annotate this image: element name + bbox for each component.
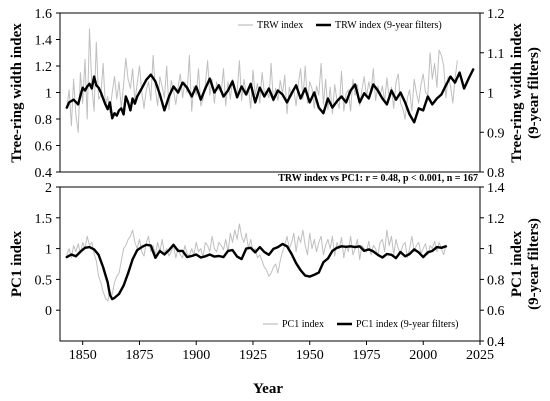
top-right-axis-label-line2: (9-year filters) [526, 47, 542, 139]
bottom-left-tick-label: 0.5 [35, 273, 53, 288]
bottom-legend-raw-label: PC1 index [282, 319, 324, 330]
bottom-right-tick-label: 0.4 [487, 335, 505, 350]
bottom-raw-index-line [66, 223, 447, 302]
top-left-tick-label: 0.8 [35, 113, 53, 128]
top-left-tick-label: 1.6 [35, 7, 53, 22]
bottom-x-tick-label: 1850 [69, 348, 97, 363]
bottom-filtered-index-line [65, 242, 448, 301]
bottom-left-tick-label: 1 [45, 243, 52, 258]
bottom-left-axis-label: PC1 index [9, 230, 25, 297]
bottom-right-tick-label: 1 [487, 243, 494, 258]
top-left-tick-label: 1.2 [35, 60, 53, 75]
bottom-right-axis-label-line1: PC1 index [509, 230, 525, 297]
bottom-legend-filtered-label: PC1 index (9-year filters) [356, 319, 458, 330]
top-right-tick-label: 1 [487, 87, 494, 102]
top-filtered-index-line [65, 68, 475, 124]
top-legend: TRW index TRW index (9-year filters) [238, 20, 442, 31]
top-right-tick-label: 1.2 [487, 7, 505, 22]
x-axis-label: Year [253, 381, 283, 397]
correlation-annotation: TRW index vs PC1: r = 0.48, p < 0.001, n… [278, 173, 478, 184]
top-right-tick-label: 0.9 [487, 126, 505, 141]
top-raw-index-line [66, 28, 458, 133]
top-left-tick-label: 1.4 [35, 34, 53, 49]
top-right-tick-label: 0.8 [487, 166, 505, 181]
bottom-right-tick-label: 0.8 [487, 273, 505, 288]
bottom-left-tick-label: 0 [45, 304, 52, 319]
bottom-left-tick-label: 1.5 [35, 212, 53, 227]
bottom-panel-frame [59, 186, 481, 342]
bottom-left-tick-label: 2 [45, 181, 52, 196]
bottom-right-tick-label: 1.4 [487, 181, 505, 196]
bottom-x-tick-label: 1975 [352, 348, 380, 363]
top-legend-raw-label: TRW index [257, 20, 303, 31]
top-left-tick-label: 0.6 [35, 140, 53, 155]
bottom-legend: PC1 index PC1 index (9-year filters) [263, 319, 458, 330]
bottom-x-tick-label: 2025 [466, 348, 494, 363]
top-legend-filtered-label: TRW index (9-year filters) [335, 20, 442, 31]
bottom-right-axis-label-line2: (9-year filters) [526, 218, 542, 310]
bottom-x-tick-label: 2000 [409, 348, 437, 363]
top-right-tick-label: 1.1 [487, 47, 505, 62]
bottom-x-tick-label: 1875 [125, 348, 153, 363]
bottom-x-tick-label: 1900 [182, 348, 210, 363]
top-left-tick-label: 1 [45, 87, 52, 102]
bottom-x-tick-label: 1950 [296, 348, 324, 363]
top-left-axis-label: Tree-ring width index [9, 23, 25, 163]
top-left-tick-label: 0.4 [35, 166, 53, 181]
bottom-right-tick-label: 0.6 [487, 304, 505, 319]
top-right-axis-label-line1: Tree-ring width index [509, 23, 525, 163]
bottom-right-tick-label: 1.2 [487, 212, 505, 227]
bottom-x-tick-label: 1925 [239, 348, 267, 363]
